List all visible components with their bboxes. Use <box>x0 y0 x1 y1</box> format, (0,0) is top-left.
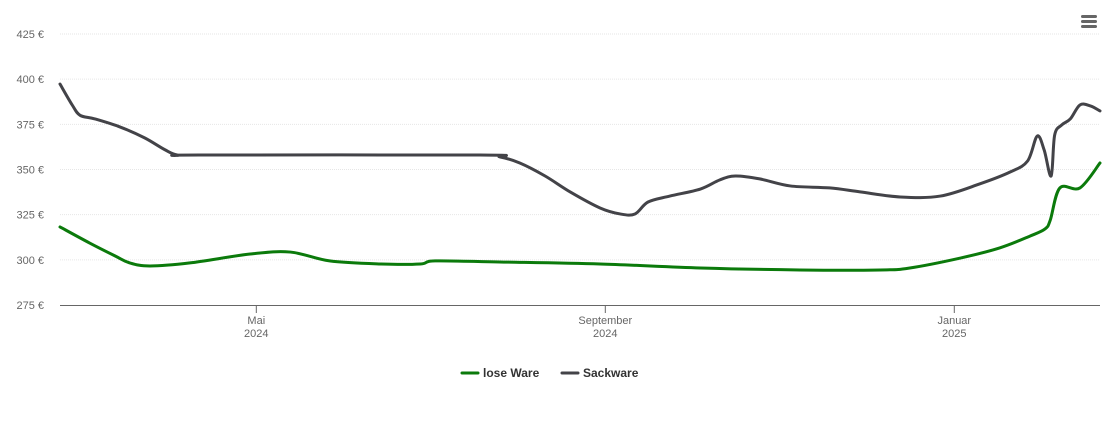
y-tick-label: 400 € <box>16 74 44 86</box>
y-tick-label: 275 € <box>16 300 44 312</box>
legend-label: Sackware <box>583 366 639 380</box>
y-tick-label: 350 € <box>16 165 44 177</box>
series-line <box>58 82 1102 217</box>
y-tick-label: 325 € <box>16 210 44 222</box>
menu-bar <box>1081 25 1097 28</box>
y-tick-label: 300 € <box>16 255 44 267</box>
x-tick-label: September 2024 <box>578 315 633 340</box>
menu-bar <box>1081 20 1097 23</box>
menu-bar <box>1081 15 1097 18</box>
menu-icon[interactable] <box>1081 15 1097 28</box>
legend-label: lose Ware <box>483 366 540 380</box>
y-tick-label: 375 € <box>16 119 44 131</box>
legend-item[interactable]: lose Ware <box>460 366 540 380</box>
series-line <box>58 161 1102 272</box>
x-tick-label: Mai 2024 <box>244 315 269 340</box>
x-tick-label: Januar 2025 <box>937 315 972 340</box>
y-tick-label: 425 € <box>16 29 44 41</box>
legend-item[interactable]: Sackware <box>560 366 639 380</box>
